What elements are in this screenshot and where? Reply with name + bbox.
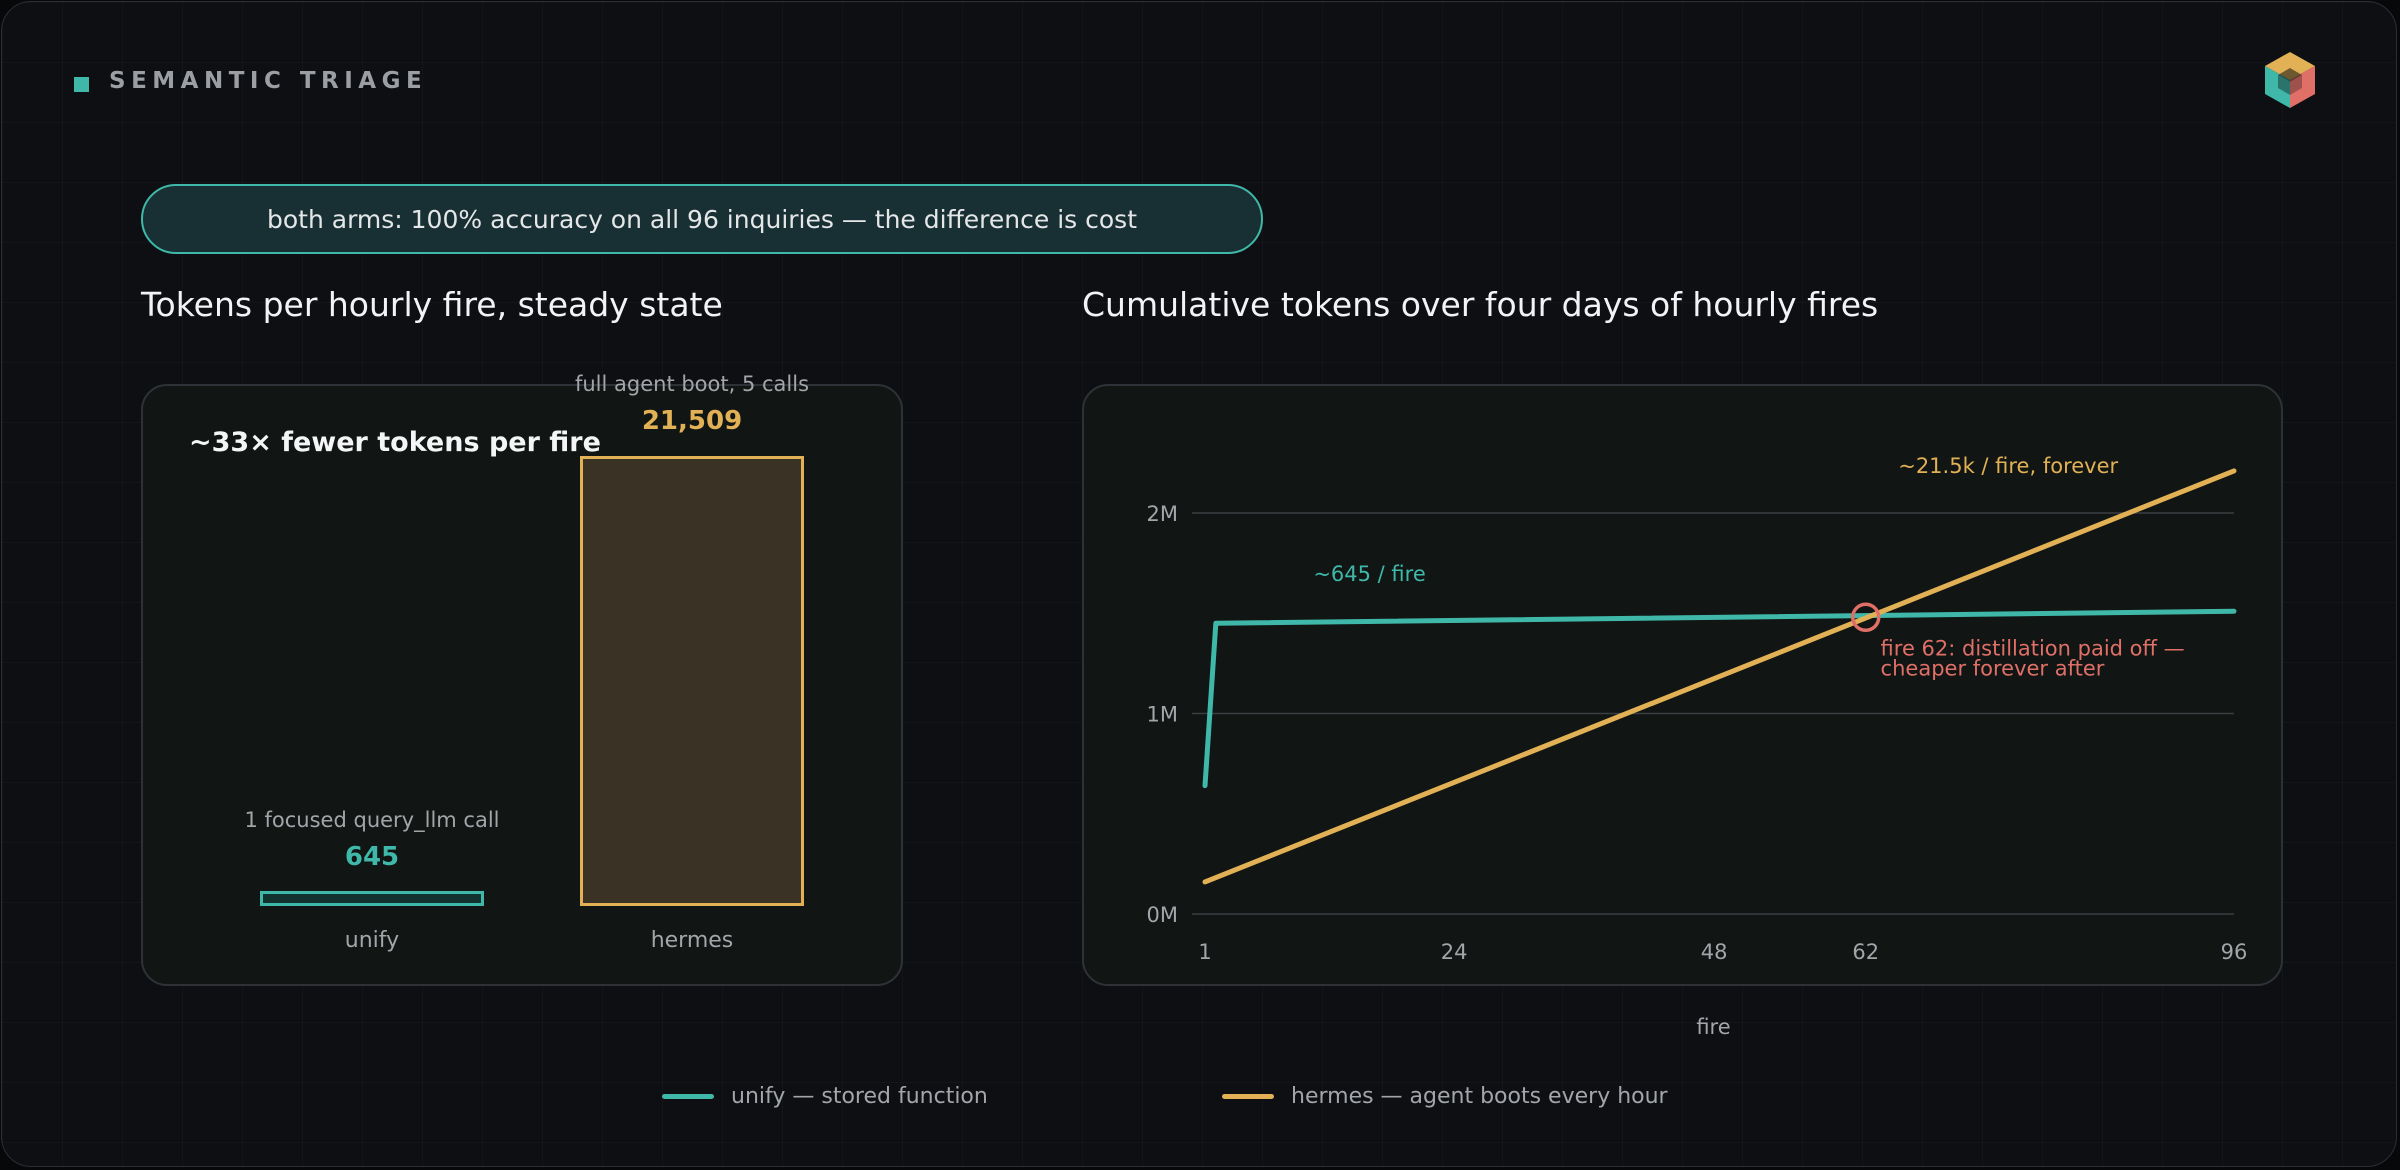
x-tick-label: 1 xyxy=(1198,940,1211,964)
hermes-bar xyxy=(580,456,804,906)
legend-label-unify: unify — stored function xyxy=(731,1084,988,1109)
legend-item-unify: unify — stored function xyxy=(662,1084,988,1109)
legend-swatch-hermes xyxy=(1222,1094,1274,1099)
crossover-annotation-line2: cheaper forever after xyxy=(1881,656,2105,680)
crossover-annotation-line1: fire 62: distillation paid off — xyxy=(1881,636,2185,660)
hermes-bar-value: 21,509 xyxy=(641,406,743,436)
unify-bar-caption: 1 focused query_llm call xyxy=(244,808,500,832)
summary-banner: both arms: 100% accuracy on all 96 inqui… xyxy=(141,184,1263,254)
x-tick-label: 96 xyxy=(2221,940,2248,964)
crossover-marker xyxy=(1850,602,1881,633)
unify-rate-annotation: ~645 / fire xyxy=(1313,562,1425,586)
line-chart-panel xyxy=(1082,384,2283,986)
unify-bar-value: 645 xyxy=(344,842,400,872)
hermes-rate-annotation: ~21.5k / fire, forever xyxy=(1898,454,2118,478)
summary-banner-text: both arms: 100% accuracy on all 96 inqui… xyxy=(266,204,1137,234)
legend-swatch-unify xyxy=(662,1094,714,1099)
section-label: SEMANTIC TRIAGE xyxy=(109,68,428,94)
x-axis-label: fire xyxy=(1696,1015,1730,1039)
y-tick-label: 1M xyxy=(1147,703,1178,727)
y-tick-label: 2M xyxy=(1147,502,1178,526)
cube-icon xyxy=(2265,52,2315,108)
x-tick-label: 62 xyxy=(1852,940,1879,964)
hermes-bar-label: hermes xyxy=(650,928,734,953)
legend-item-hermes: hermes — agent boots every hour xyxy=(1222,1084,1668,1109)
x-tick-label: 48 xyxy=(1701,940,1728,964)
hermes-series-line xyxy=(1202,468,2237,885)
hermes-bar-caption: full agent boot, 5 calls xyxy=(574,372,810,396)
line-chart-title: Cumulative tokens over four days of hour… xyxy=(1082,285,1879,324)
unify-bar-label: unify xyxy=(344,928,400,953)
unify-series-line xyxy=(1202,608,2237,789)
legend-label-hermes: hermes — agent boots every hour xyxy=(1291,1084,1668,1109)
y-tick-label: 0M xyxy=(1147,903,1178,927)
section-marker xyxy=(74,77,89,92)
bar-chart-callout: ~33× fewer tokens per fire xyxy=(189,427,601,458)
x-tick-label: 24 xyxy=(1441,940,1468,964)
unify-bar xyxy=(260,891,484,906)
bar-chart-title: Tokens per hourly fire, steady state xyxy=(141,285,723,324)
